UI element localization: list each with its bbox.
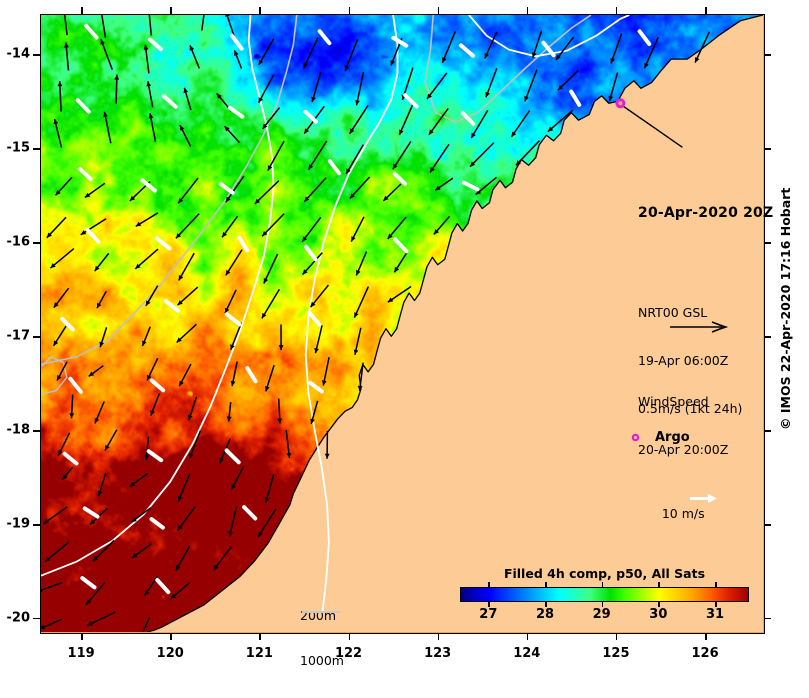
colorbar-tick-label: 28 [536, 607, 554, 622]
y-axis-tick [33, 54, 40, 56]
x-axis-tick [705, 633, 707, 640]
wind-legend-title: WindSpeed [638, 394, 728, 410]
y-axis-tick-right [764, 54, 771, 56]
x-axis-tick [349, 633, 351, 640]
x-axis-tick-label: 124 [513, 646, 540, 661]
y-axis-tick-right [764, 336, 771, 338]
x-axis-tick [527, 633, 529, 640]
x-axis-tick-top [170, 7, 172, 14]
y-axis-tick-label: -17 [6, 329, 30, 344]
argo-legend-label: Argo [655, 430, 690, 445]
x-axis-tick-label: 125 [602, 646, 629, 661]
x-axis-tick-top [438, 7, 440, 14]
colorbar-tick-label: 31 [706, 607, 724, 622]
y-axis-tick-right [764, 618, 771, 620]
colorbar-tick-label: 27 [479, 607, 497, 622]
y-axis-tick-label: -18 [6, 423, 30, 438]
colorbar-tick-top [602, 582, 604, 587]
x-axis-tick [259, 633, 261, 640]
y-axis-tick-label: -16 [6, 235, 30, 250]
y-axis-tick-label: -20 [6, 610, 30, 625]
y-axis-tick [33, 242, 40, 244]
y-axis-tick-right [764, 242, 771, 244]
y-axis-tick-label: -19 [6, 517, 30, 532]
date-stamp-label: 20-Apr-2020 20Z [638, 205, 773, 221]
x-axis-tick-top [616, 7, 618, 14]
y-axis-tick-right [764, 148, 771, 150]
x-axis-tick [438, 633, 440, 640]
x-axis-tick-top [349, 7, 351, 14]
y-axis-tick-right [764, 430, 771, 432]
x-axis-tick-label: 123 [424, 646, 451, 661]
wind-legend-scale: 10 m/s [662, 506, 705, 521]
x-axis-tick-top [705, 7, 707, 14]
depth-contour-legend: 200m 1000m [300, 578, 344, 698]
depth-contour-sample-line [302, 611, 340, 613]
wind-vector-arrow-icon [690, 493, 718, 504]
x-axis-tick [170, 633, 172, 640]
colorbar-tick-top [658, 582, 660, 587]
colorbar-tick-label: 29 [593, 607, 611, 622]
copyright-label: © IMOS 22-Apr-2020 17:16 Hobart [778, 188, 793, 430]
x-axis-tick-top [527, 7, 529, 14]
y-axis-tick-right [764, 524, 771, 526]
x-axis-tick [616, 633, 618, 640]
y-axis-tick [33, 148, 40, 150]
x-axis-tick-top [259, 7, 261, 14]
colorbar-tick-label: 30 [649, 607, 667, 622]
y-axis-tick [33, 336, 40, 338]
current-vector-arrow-icon [670, 321, 730, 333]
x-axis-tick-label: 126 [691, 646, 718, 661]
y-axis-tick [33, 430, 40, 432]
x-axis-tick-label: 119 [68, 646, 95, 661]
colorbar-tick-top [545, 582, 547, 587]
colorbar-tick-top [488, 582, 490, 587]
depth-contour-1000m-label: 1000m [300, 653, 344, 668]
colorbar-gradient[interactable] [460, 587, 749, 602]
colorbar-tick-top [715, 582, 717, 587]
x-axis-tick [81, 633, 83, 640]
argo-marker-icon [631, 433, 640, 442]
y-axis-tick-label: -15 [6, 141, 30, 156]
wind-speed-legend: WindSpeed 20-Apr 20:00Z 10 m/s [638, 362, 728, 586]
y-axis-tick [33, 524, 40, 526]
y-axis-tick-label: -14 [6, 47, 30, 62]
y-axis-tick [33, 618, 40, 620]
x-axis-tick-label: 120 [157, 646, 184, 661]
x-axis-tick-top [81, 7, 83, 14]
x-axis-tick-label: 121 [246, 646, 273, 661]
current-legend-title: NRT00 GSL [638, 305, 742, 321]
colorbar-title: Filled 4h comp, p50, All Sats [459, 566, 750, 581]
